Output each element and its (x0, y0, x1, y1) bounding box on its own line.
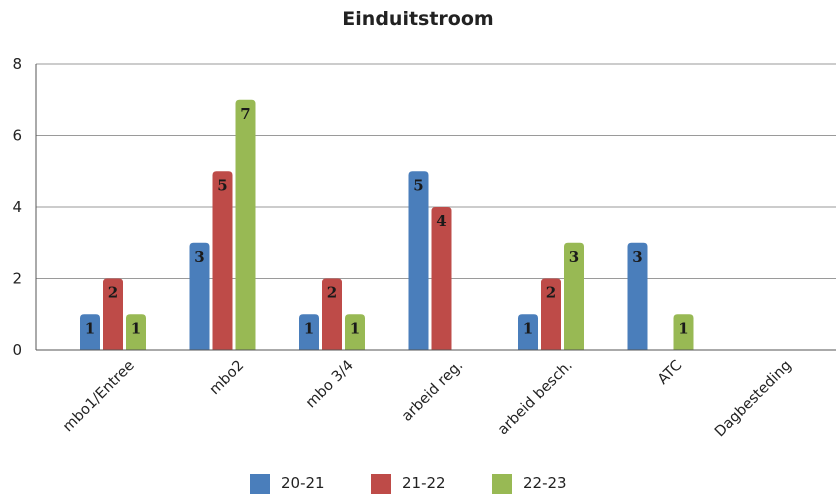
chart-title: Einduitstroom (342, 8, 494, 30)
data-label: 5 (217, 176, 227, 194)
legend-swatch (371, 474, 391, 494)
x-tick-label: mbo 3/4 (303, 358, 357, 412)
data-label: 1 (304, 319, 314, 337)
legend-swatch (250, 474, 270, 494)
bar-21-22-4 (541, 278, 561, 350)
data-label: 2 (108, 284, 118, 302)
data-label: 1 (523, 319, 533, 337)
data-label: 3 (194, 248, 204, 266)
bar-21-22-0 (103, 278, 123, 350)
bar-21-22-3 (431, 207, 452, 350)
x-tick-label: arbeid besch. (495, 358, 576, 439)
y-tick-label: 6 (12, 127, 22, 145)
data-label: 5 (413, 176, 423, 194)
data-label: 1 (131, 319, 141, 337)
legend: 20-21 21-22 22-23 (250, 474, 567, 494)
data-label: 2 (327, 284, 337, 302)
x-tick-label: mbo2 (207, 358, 248, 399)
y-tick-label: 4 (12, 198, 22, 216)
bar-22-23-2 (345, 314, 365, 350)
data-label: 2 (546, 284, 556, 302)
data-label: 3 (569, 248, 579, 266)
x-tick-label: Dagbesteding (712, 358, 795, 441)
data-label: 1 (350, 319, 360, 337)
legend-label: 20-21 (281, 474, 325, 492)
bar-20-21-5 (627, 242, 648, 350)
x-tick-label: arbeid reg. (399, 358, 466, 425)
x-tick-label: ATC (655, 358, 685, 388)
bar-20-21-4 (518, 314, 538, 350)
legend-label: 22-23 (523, 474, 567, 492)
bar-22-23-1 (235, 99, 256, 350)
bar-22-23-4 (564, 242, 584, 350)
bar-20-21-0 (80, 314, 100, 350)
bar-20-21-1 (189, 242, 210, 350)
x-tick-label: mbo1/Entree (60, 357, 138, 435)
bars (80, 99, 694, 350)
data-label: 1 (678, 319, 688, 337)
bar-22-23-0 (126, 314, 146, 350)
bar-20-21-2 (299, 314, 319, 350)
legend-swatch (492, 474, 512, 494)
data-label: 4 (436, 212, 446, 230)
data-label: 3 (632, 248, 642, 266)
legend-label: 21-22 (402, 474, 446, 492)
bar-22-23-5 (673, 314, 694, 350)
data-label: 7 (240, 105, 250, 123)
bar-21-22-2 (322, 278, 342, 350)
y-tick-label: 2 (12, 270, 22, 288)
y-tick-label: 8 (12, 55, 22, 73)
data-label: 1 (85, 319, 95, 337)
y-tick-label: 0 (12, 341, 22, 359)
bar-21-22-1 (212, 171, 233, 350)
bar-20-21-3 (408, 171, 429, 350)
